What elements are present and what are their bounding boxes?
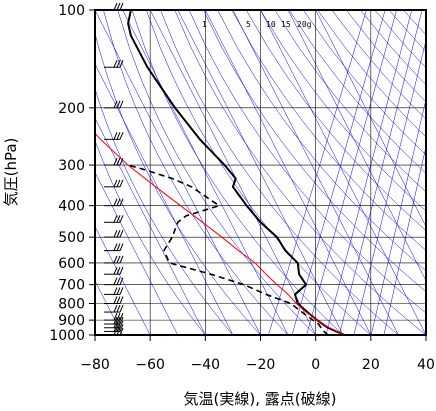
dry-adiabat-line	[274, 10, 426, 193]
y-tick-label: 700	[58, 278, 85, 294]
sounding-series	[95, 10, 346, 335]
dry-adiabat-line	[174, 10, 426, 335]
y-tick-label: 500	[58, 230, 85, 246]
isotherm-line	[287, 10, 426, 282]
parcel-line	[95, 132, 345, 335]
dry-adiabat-line	[117, 10, 316, 335]
wind-barb	[104, 324, 124, 332]
y-tick-label: 400	[58, 199, 85, 215]
wind-barb	[104, 2, 124, 11]
isotherm-line	[95, 10, 261, 335]
x-tick-label: −60	[135, 357, 165, 373]
x-tick-label: 40	[417, 357, 435, 373]
wind-barb	[104, 312, 124, 321]
dry-adiabat-line	[95, 32, 261, 335]
mixing-ratio-line	[353, 39, 426, 335]
dry-adiabat-line	[160, 10, 399, 335]
dry-adiabat-line	[231, 10, 426, 251]
wind-barb	[104, 255, 124, 264]
dry-adiabat-line	[131, 10, 344, 335]
isotherm-line	[315, 10, 426, 228]
y-tick-label: 100	[58, 3, 85, 19]
mixing-ratio-line	[325, 10, 412, 335]
temperature-line	[127, 10, 346, 335]
x-tick-label: −20	[246, 357, 276, 373]
wind-barb	[104, 277, 124, 286]
y-tick-label: 600	[58, 256, 85, 272]
wind-barbs	[104, 2, 124, 336]
dry-adiabat-line	[288, 10, 426, 174]
wind-barb	[104, 304, 124, 313]
wind-barb	[104, 198, 124, 207]
dry-adiabat-line	[245, 10, 426, 231]
mixing-ratio-labels: 1 5 10 15 20g	[202, 20, 312, 29]
x-tick-label: 0	[311, 357, 320, 373]
x-tick-label: −80	[80, 357, 110, 373]
wind-barb	[104, 296, 124, 305]
isotherm-line	[95, 226, 151, 335]
mixing-ratio-label: 20g	[297, 20, 312, 29]
wind-barb	[104, 320, 124, 329]
dry-adiabat-line	[203, 10, 426, 293]
y-tick-label: 1000	[49, 328, 85, 344]
x-axis-title: 気温(実線), 露点(破線)	[184, 390, 337, 408]
wind-barb	[104, 60, 124, 68]
dry-adiabat-line	[260, 10, 426, 212]
dry-adiabat-line	[346, 10, 426, 103]
wind-barb	[104, 132, 124, 140]
dry-adiabat-line	[317, 10, 426, 138]
mixing-ratio-line	[291, 10, 386, 335]
wind-barb	[104, 229, 124, 238]
isotherm-line	[149, 10, 316, 335]
wind-barb	[104, 243, 124, 252]
dry-adiabat-line	[95, 139, 206, 335]
x-axis: −80 −60 −40 −20 0 20 40	[80, 335, 435, 373]
mixing-ratio-line	[383, 145, 426, 335]
x-tick-label: −40	[191, 357, 221, 373]
wind-barb	[104, 100, 124, 109]
y-tick-label: 200	[58, 101, 85, 117]
mixing-ratio-label: 1	[202, 20, 207, 29]
mixing-ratio-label: 5	[246, 20, 251, 29]
isotherm-line	[260, 10, 426, 335]
isotherm-line	[95, 117, 206, 335]
mixing-ratio-line	[339, 10, 423, 335]
mixing-ratio-label: 10	[266, 20, 276, 29]
grid-lines	[94, 9, 427, 336]
y-tick-label: 900	[58, 313, 85, 329]
isotherm-line	[205, 10, 372, 335]
x-tick-label: 20	[362, 357, 380, 373]
dewpoint-line	[127, 164, 329, 335]
y-tick-label: 800	[58, 297, 85, 313]
mixing-ratio-line	[268, 10, 367, 335]
mixing-ratio-line	[370, 98, 426, 335]
mixing-ratio-line	[306, 10, 397, 335]
dry-adiabat-line	[388, 10, 426, 52]
wind-barb	[104, 179, 124, 188]
wind-barb	[104, 266, 124, 275]
wind-barb	[104, 157, 124, 166]
wind-barb	[104, 215, 124, 223]
mixing-ratio-label: 15	[281, 20, 291, 29]
dry-adiabat-line	[217, 10, 426, 272]
wind-barb	[104, 316, 124, 325]
dry-adiabat-line	[188, 10, 426, 314]
dry-adiabat-line	[146, 10, 371, 335]
y-axis-title: 気圧(hPa)	[2, 138, 20, 207]
wind-barb	[104, 287, 124, 295]
y-tick-label: 300	[58, 158, 85, 174]
dry-adiabat-line	[303, 10, 426, 156]
